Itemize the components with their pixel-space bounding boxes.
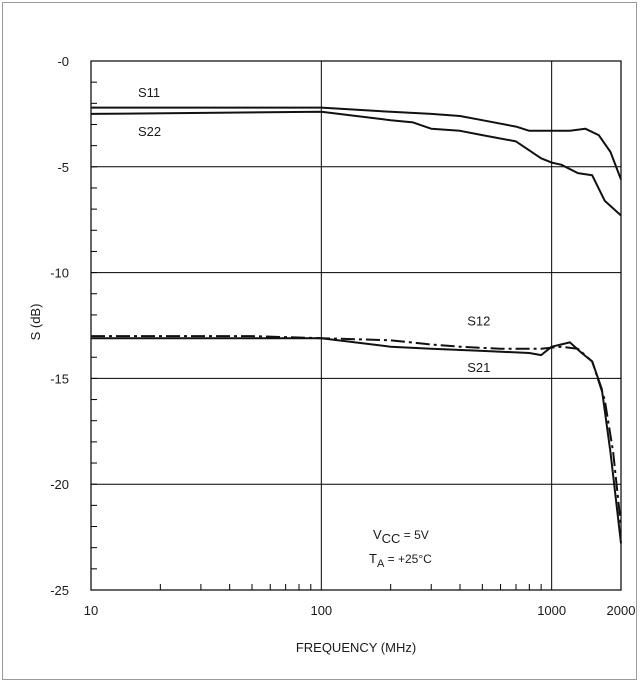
- curve-label-s12: S12: [467, 314, 490, 329]
- minor-ticks-layer: [91, 60, 622, 591]
- annotation-vcc-rest: = 5V: [400, 528, 428, 542]
- y-tick-label: -10: [50, 266, 69, 281]
- annotation-vcc-sub: CC: [382, 531, 401, 546]
- x-tick-labels: 10 100 1000 2000: [84, 603, 636, 618]
- annotation-ta-main: T: [369, 551, 377, 566]
- plot-area-border: [90, 60, 622, 591]
- y-tick-label: -20: [50, 477, 69, 492]
- y-tick-labels: -0 -5 -10 -15 -20 -25: [50, 54, 69, 598]
- y-axis-label: S (dB): [28, 304, 43, 341]
- x-tick-label: 1000: [537, 603, 566, 618]
- annotation-ta: TA = +25°C: [369, 551, 432, 570]
- curve-label-s22: S22: [138, 124, 161, 139]
- annotation-ta-sub: A: [377, 558, 385, 570]
- y-tick-label: -25: [50, 583, 69, 598]
- curves-layer: [90, 106, 622, 544]
- x-tick-label: 2000: [607, 603, 636, 618]
- y-tick-label: -5: [57, 160, 69, 175]
- y-tick-label: -15: [50, 371, 69, 386]
- x-tick-label: 100: [310, 603, 332, 618]
- curve-label-s11: S11: [138, 85, 160, 100]
- curve-s22: [90, 110, 622, 217]
- annotation-vcc-main: V: [373, 527, 382, 542]
- curve-labels: S11 S22 S12 S21: [138, 85, 490, 375]
- curve-s12: [91, 335, 622, 527]
- annotation-ta-rest: = +25°C: [384, 552, 432, 566]
- curve-label-s21: S21: [467, 360, 490, 375]
- y-tick-label: -0: [57, 54, 69, 69]
- grid-layer: [90, 60, 622, 591]
- x-tick-label: 10: [84, 603, 98, 618]
- x-axis-label: FREQUENCY (MHz): [296, 640, 416, 655]
- annotation-vcc: VCC = 5V: [373, 527, 429, 546]
- curve-s11: [91, 106, 622, 180]
- curve-s21: [91, 337, 622, 544]
